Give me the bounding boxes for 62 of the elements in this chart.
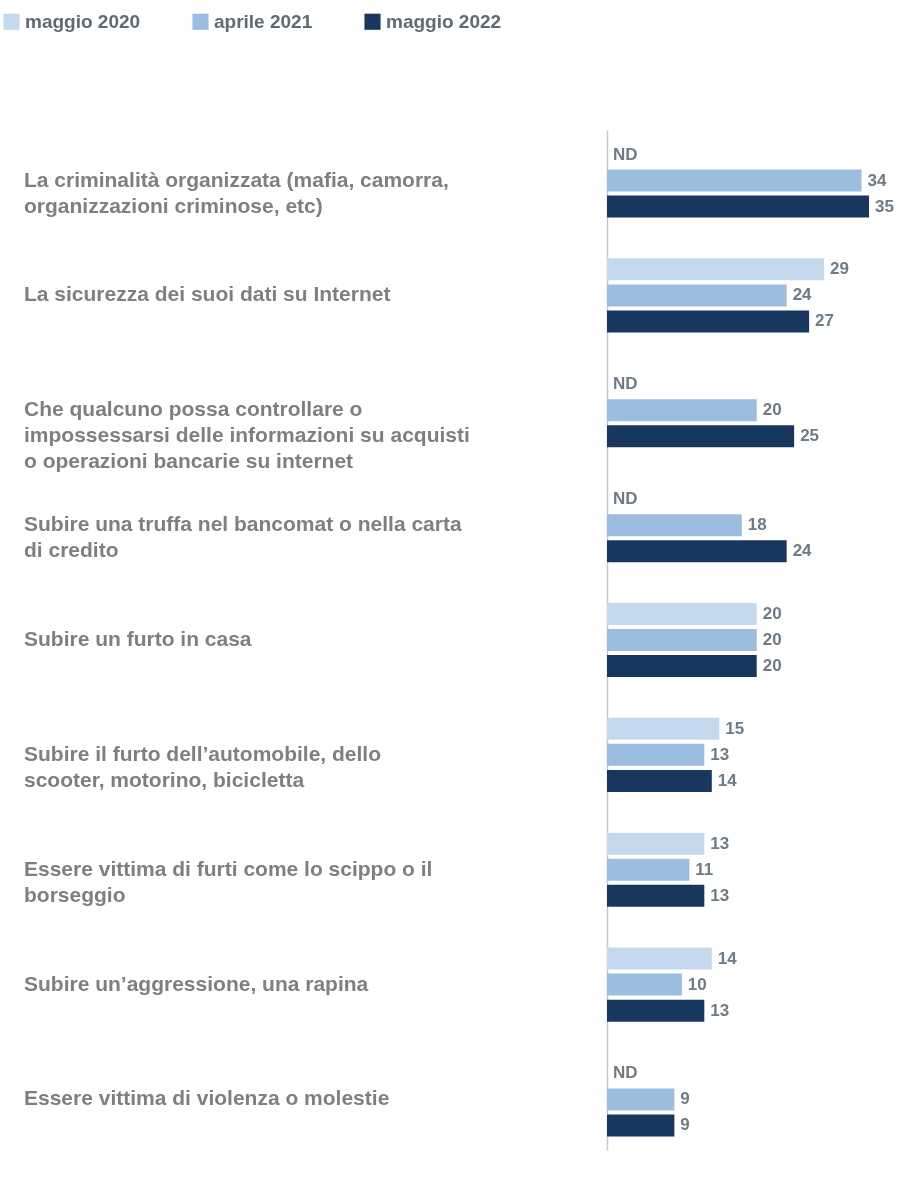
data-label: 24 xyxy=(792,541,813,561)
bar xyxy=(607,769,712,792)
bar xyxy=(607,973,682,996)
bar xyxy=(607,655,757,678)
text: ND xyxy=(613,1063,638,1083)
y-tick-label: La sicurezza dei suoi dati su Internet xyxy=(24,282,391,306)
bar xyxy=(607,514,742,537)
data-label: 18 xyxy=(747,515,767,535)
data-label: 13 xyxy=(710,833,730,853)
data-label: 14 xyxy=(717,948,738,968)
bar xyxy=(607,1114,675,1137)
data-label: 29 xyxy=(830,259,850,279)
y-tick-label: Subire un’aggressione, una rapina xyxy=(24,971,369,995)
bar xyxy=(607,399,757,422)
data-label: 20 xyxy=(762,656,782,676)
data-label: 34 xyxy=(867,170,887,190)
y-tick-label: Subire una truffa nel bancomat o nella carta di credito xyxy=(24,512,462,562)
legend-label: aprile 2021 xyxy=(214,10,313,32)
data-label: 35 xyxy=(875,196,894,216)
bar xyxy=(607,717,720,740)
data-label: 13 xyxy=(710,885,730,905)
data-label: 13 xyxy=(710,1000,730,1020)
y-tick-label: Subire il furto dell’automobile, dello scooter, motorino, bicicletta xyxy=(24,741,382,791)
bar xyxy=(607,284,787,307)
y-tick-label: Essere vittima di furti come lo scippo o il borseggio xyxy=(24,856,433,906)
data-label: 13 xyxy=(710,744,730,764)
data-label: 9 xyxy=(680,1115,690,1135)
text: ND xyxy=(613,374,638,394)
bar xyxy=(607,195,869,218)
bar xyxy=(607,858,690,881)
legend-label: maggio 2022 xyxy=(386,10,502,32)
bar xyxy=(607,629,757,651)
bar xyxy=(607,743,705,766)
legend-label: maggio 2020 xyxy=(25,10,141,32)
data-label: 20 xyxy=(762,630,782,649)
bar xyxy=(607,832,705,855)
y-tick-label: Subire un furto in casa xyxy=(24,627,252,650)
bar xyxy=(607,884,705,907)
data-label: 15 xyxy=(725,718,745,738)
data-label: 10 xyxy=(687,974,707,994)
bar xyxy=(607,258,825,281)
data-label: 25 xyxy=(800,426,820,446)
bar xyxy=(607,425,795,448)
y-tick-label: Che qualcuno possa controllare o impossessarsi delle informazioni su acquisti o operazioni bancarie su internet xyxy=(24,397,470,473)
bar xyxy=(607,169,862,192)
y-tick-label: La criminalità organizzata (mafia, camorra, organizzazioni criminose, etc) xyxy=(24,167,449,217)
data-label: 24 xyxy=(792,285,813,305)
data-label: 20 xyxy=(762,603,782,623)
data-label: 9 xyxy=(680,1089,690,1109)
text: ND xyxy=(613,144,638,164)
bar xyxy=(607,999,705,1022)
text: ND xyxy=(613,489,638,509)
bar xyxy=(607,602,757,625)
bar xyxy=(607,310,810,333)
data-label: 20 xyxy=(762,400,782,420)
data-label: 11 xyxy=(695,859,714,879)
bar xyxy=(607,1088,675,1111)
data-label: 14 xyxy=(717,770,738,790)
bar xyxy=(607,947,712,970)
data-label: 27 xyxy=(815,311,835,331)
y-tick-label: Essere vittima di violenza o molestie xyxy=(24,1086,390,1110)
bar xyxy=(607,540,787,563)
